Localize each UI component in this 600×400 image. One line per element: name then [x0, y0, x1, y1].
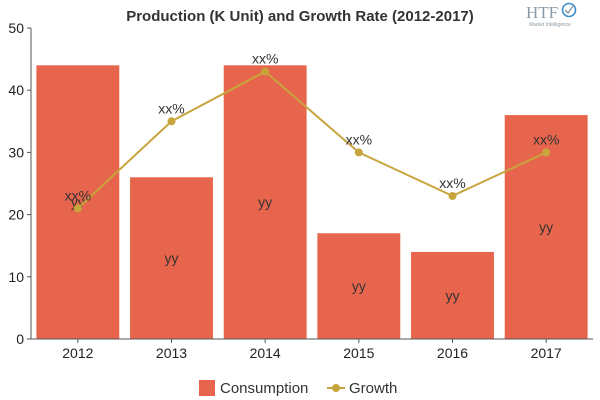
bar	[130, 177, 213, 339]
growth-line	[77, 70, 547, 210]
growth-data-label: xx%	[439, 175, 465, 191]
growth-point	[167, 117, 176, 126]
legend-marker-growth	[332, 384, 340, 392]
logo-subtitle: Market Intelligence	[529, 22, 571, 28]
bar-data-label: yy	[165, 250, 179, 266]
x-tick-label: 2016	[437, 345, 468, 361]
bar	[411, 251, 494, 339]
legend-swatch-consumption	[199, 380, 215, 396]
bar	[223, 65, 307, 339]
bar-data-label: yy	[539, 219, 553, 235]
growth-data-label: xx%	[158, 100, 184, 116]
legend-label-consumption: Consumption	[220, 380, 308, 397]
bar-data-label: yy	[258, 194, 272, 210]
growth-point	[354, 148, 363, 157]
logo-emblem-icon	[561, 2, 577, 18]
growth-point	[542, 148, 551, 157]
y-axis: 0 10 20 30 40 50	[8, 20, 32, 347]
y-tick-label: 10	[8, 269, 24, 285]
bar	[317, 233, 401, 339]
y-tick-label: 50	[8, 20, 24, 36]
x-tick-label: 2017	[531, 345, 562, 361]
y-tick-label: 0	[16, 331, 24, 347]
growth-point	[448, 191, 457, 200]
growth-data-label: xx%	[65, 187, 91, 203]
x-tick-label: 2013	[156, 345, 187, 361]
growth-point	[73, 204, 82, 213]
chart-title: Production (K Unit) and Growth Rate (201…	[126, 8, 474, 25]
legend: Consumption Growth	[199, 380, 397, 397]
y-tick-label: 40	[8, 82, 24, 98]
growth-data-label: xx%	[252, 51, 278, 67]
x-axis: 2012 2013 2014 2015 2016 2017	[31, 338, 593, 361]
legend-label-growth: Growth	[349, 380, 397, 397]
x-tick-label: 2015	[343, 345, 374, 361]
growth-data-label: xx%	[346, 131, 372, 147]
bar	[36, 65, 120, 339]
growth-point	[261, 67, 270, 76]
growth-data-label: xx%	[533, 131, 559, 147]
logo-text: HTF	[526, 3, 558, 22]
line-series: xx% xx% xx% xx% xx% xx%	[65, 51, 559, 213]
bar-data-label: yy	[446, 287, 460, 303]
x-tick-label: 2012	[62, 345, 93, 361]
bar-data-label: yy	[352, 278, 366, 294]
htf-logo: HTF Market Intelligence	[526, 2, 577, 28]
y-tick-label: 30	[8, 144, 24, 160]
y-tick-label: 20	[8, 207, 24, 223]
x-tick-label: 2014	[250, 345, 281, 361]
